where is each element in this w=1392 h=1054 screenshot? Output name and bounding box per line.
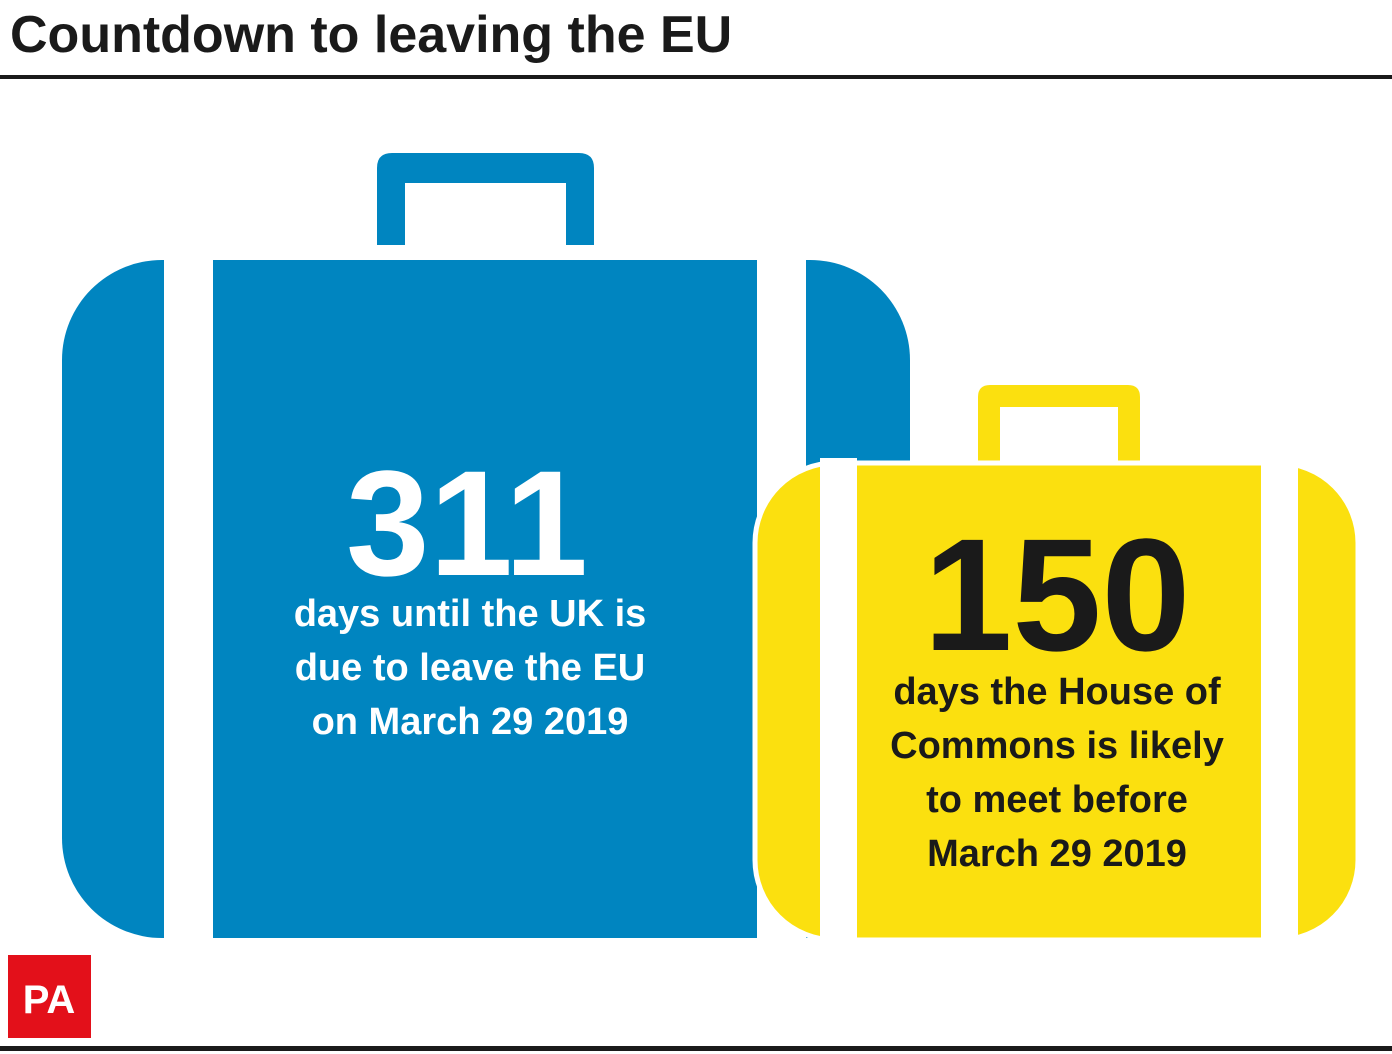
yellow-case — [752, 460, 1361, 943]
caption-line: Commons is likely — [890, 725, 1224, 767]
big-number: 311 — [346, 439, 588, 607]
title-rule — [0, 75, 1392, 79]
bottom-rule — [0, 1046, 1392, 1051]
title: Countdown to leaving the EU — [10, 6, 732, 64]
caption-line: due to leave the EU — [295, 647, 646, 689]
logo-box — [8, 955, 91, 1038]
caption-line: March 29 2019 — [927, 833, 1187, 875]
big-number: 150 — [924, 505, 1191, 684]
caption-line: on March 29 2019 — [312, 701, 629, 743]
blue-case — [62, 260, 910, 938]
blue-strap — [164, 255, 213, 945]
logo: PA — [23, 978, 76, 1022]
yellow-strap — [1261, 458, 1298, 948]
caption-line: to meet before — [926, 779, 1188, 821]
caption-line: days until the UK is — [294, 593, 647, 635]
blue-handle — [377, 153, 594, 245]
caption-line: days the House of — [893, 671, 1221, 713]
yellow-strap — [820, 458, 857, 948]
yellow-handle — [978, 385, 1140, 463]
